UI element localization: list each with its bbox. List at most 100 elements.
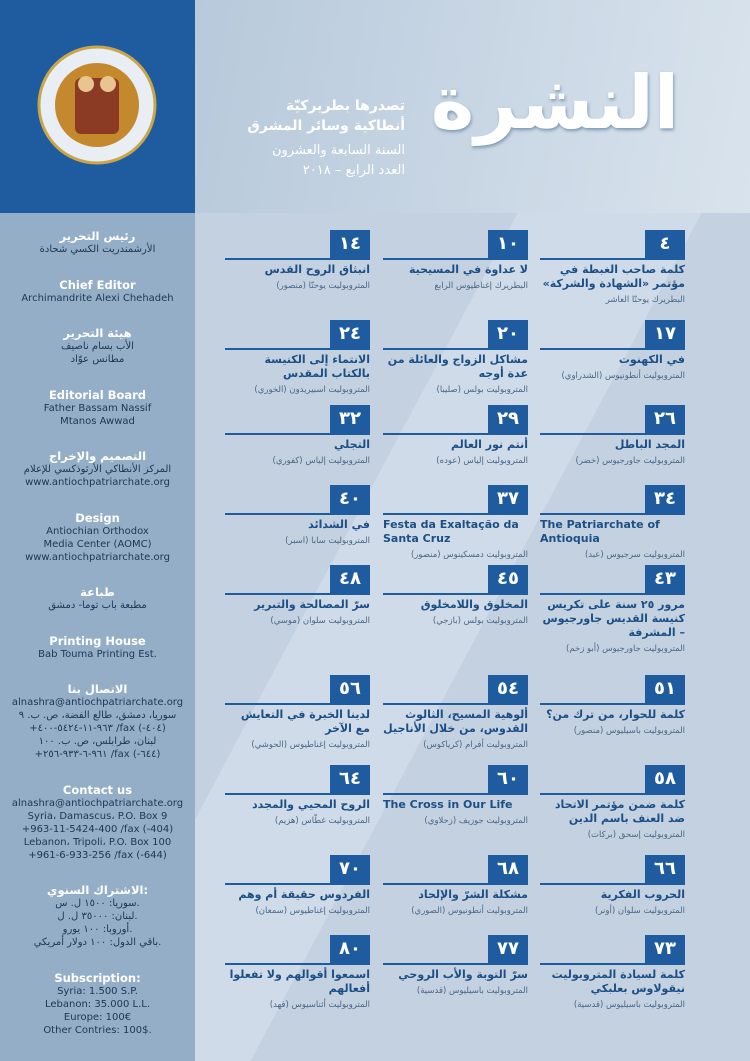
entry-title: مرور ٢٥ سنة على تكريس كنيسة القديس جاورج… (542, 598, 685, 639)
page-number: ٦٠ (488, 765, 528, 793)
credit-section: Contact us alnashra@antiochpatriarchate.o… (6, 783, 189, 862)
entry-rule (383, 513, 528, 515)
entry-title: المخلوق واللامخلوق (420, 598, 528, 611)
entry-rule (383, 433, 528, 435)
section-heading: Subscription: (54, 970, 141, 985)
entry-title: كلمة لسيادة المتروبوليت نيقولاوس بعلبكي (551, 968, 685, 995)
section-line: مطبعة باب توما- دمشق (48, 600, 147, 612)
page-number: ٥٨ (645, 765, 685, 793)
entry-rule (540, 513, 685, 515)
entry-author: المتروبوليت باسيليوس (قدسية) (416, 986, 528, 996)
entry-rule (225, 433, 370, 435)
page-number: ٤٣ (645, 565, 685, 593)
section-line: لبنان: ٣٥٠٠٠ ل. ل. (57, 911, 138, 923)
credit-section: Editorial Board Father Bassam Nassif Mtano… (6, 388, 189, 428)
section-line: Mtanos Awwad (60, 415, 135, 427)
credit-section: الاشتراك السنوي: سوريا: ١٥٠٠ ل. س. لبنان: … (6, 883, 189, 949)
entry-author: المتروبوليت إغناطيوس (سمعان) (255, 906, 370, 916)
entry-author: البطريرك يوحنّا العاشر (605, 295, 685, 305)
section-line: Media Center (AOMC) (43, 538, 152, 550)
section-heading: Design (75, 510, 120, 525)
page-number: ١٠ (488, 230, 528, 258)
section-line: +961-6-933-256 /fax (-644) (28, 849, 167, 861)
section-line: +٩٦٣-١١-٥٤٢٤-٤٠٠ /fax (-٤٠٤) (29, 723, 166, 735)
page-number: ١٤ (330, 230, 370, 258)
entry-author: المتروبوليت سلوان (موسي) (270, 616, 370, 626)
entry-title: أنتم نور العالم (450, 438, 528, 451)
entry-author: المتروبوليت إلياس (كفوري) (272, 456, 371, 466)
entry-rule (225, 963, 370, 965)
entry-title: كلمة صاحب الغبطة في مؤتمر «الشهادة والشر… (542, 263, 685, 290)
publisher: أنطاكية وسائر المشرق (247, 118, 405, 134)
entry-rule (383, 348, 528, 350)
entry-title: The Patriarchate of Antioquia (540, 518, 660, 545)
entry-rule (225, 593, 370, 595)
entry-author: المتروبوليت باسيليوس (قدسية) (573, 1000, 685, 1010)
entry-title: الروح المحيي والمجدد (251, 798, 370, 811)
page-number: ٥٦ (330, 675, 370, 703)
page-number: ٨٠ (330, 935, 370, 963)
entry-author: المتروبوليت بولس (صليبا) (436, 385, 528, 395)
page-number: ٢٤ (330, 320, 370, 348)
entry-title: سرّ التوبة والأب الروحي (398, 968, 528, 981)
entry-author: المتروبوليت بولس (بازجي) (432, 616, 528, 626)
entry-title: اسمعوا أقوالهم ولا تفعلوا أفعالهم (229, 968, 370, 995)
entry-rule (540, 963, 685, 965)
section-line: سوريا: ١٥٠٠ ل. س. (55, 898, 140, 910)
section-line: www.antiochpatriarchate.org (25, 551, 170, 563)
section-line: Archimandrite Alexi Chehadeh (21, 292, 174, 304)
masthead: النشرة تصدرها بطريركيّة أنطاكية وسائر ال… (195, 0, 750, 213)
entry-rule (383, 703, 528, 705)
page-number: ٤٠ (330, 485, 370, 513)
page-number: ٧٠ (330, 855, 370, 883)
publisher: تصدرها بطريركيّة (286, 98, 405, 114)
entry-author: المتروبوليت أثناسيوس (فهد) (269, 1000, 370, 1010)
page-number: ٣٧ (488, 485, 528, 513)
entry-author: المتروبوليت جاورجيوس (خضر) (575, 456, 685, 466)
entry-rule (383, 258, 528, 260)
page-number: ٢٩ (488, 405, 528, 433)
entry-author: المتروبوليت سابا (اسبر) (285, 536, 370, 546)
section-line: لبنان، طرابلس، ص. ب. ١٠٠ (38, 736, 157, 748)
entry-author: المتروبوليت يوحنّا (منصور) (276, 281, 370, 291)
page-number: ٤ (645, 230, 685, 258)
entry-title: كلمة ضمن مؤتمر الاتحاد ضد العنف باسم الد… (554, 798, 685, 825)
entry-rule (540, 348, 685, 350)
page-number: ٣٤ (645, 485, 685, 513)
credit-section: رئيس التحرير الأرشمندريت الكسي شحادة (6, 229, 189, 256)
entry-rule (383, 963, 528, 965)
section-line: alnashra@antiochpatriarchate.org (11, 697, 184, 709)
entry-author: المتروبوليت إلياس (عوده) (436, 456, 528, 466)
section-heading: الاشتراك السنوي: (46, 883, 149, 898)
logo (37, 45, 157, 165)
entry-title: الحروب الفكرية (600, 888, 685, 901)
section-line: Bab Touma Printing Est. (38, 648, 157, 660)
logo-panel (0, 0, 195, 213)
section-line: سوريا، دمشق، طالع الفضة، ص. ب. ٩ (18, 710, 177, 722)
entry-rule (540, 433, 685, 435)
page-number: ٣٢ (330, 405, 370, 433)
entry-author: المتروبوليت أنطونيوس (الصوري) (411, 906, 528, 916)
credit-section: Design Antiochian Orthodox Media Center (A… (6, 511, 189, 564)
page-number: ٦٨ (488, 855, 528, 883)
section-line: Syria، Damascus، P.O. Box 9 (27, 810, 168, 822)
entry-title: كلمة للحوار، من ترك من؟ (546, 708, 685, 721)
page-number: ٦٤ (330, 765, 370, 793)
section-line: Syria: 1.500 S.P. (57, 985, 138, 997)
credit-section: هيئة التحرير الأب بسام ناصيف مطانس عوّاد (6, 326, 189, 366)
credit-section: طباعة مطبعة باب توما- دمشق (6, 585, 189, 612)
section-heading: هيئة التحرير (63, 326, 132, 341)
section-heading: Printing House (49, 633, 146, 648)
entry-author: المتروبوليت أنطونيوس (الشدراوي) (561, 371, 685, 381)
entry-rule (540, 703, 685, 705)
page-number: ٢٦ (645, 405, 685, 433)
entry-title: لا عداوة في المسيحية (408, 263, 528, 276)
credit-section: Subscription: Syria: 1.500 S.P. Lebanon: 3… (6, 971, 189, 1037)
section-line: المركز الأنطاكي الأرثوذكسي للإعلام (23, 464, 172, 476)
page-number: ٤٥ (488, 565, 528, 593)
credit-section: التصميم والإخراج المركز الأنطاكي الأرثوذك… (6, 449, 189, 489)
entry-title: ألوهية المسيح، الثالوث القدوس، من خلال ا… (383, 708, 528, 735)
section-line: Other Contries: 100$. (43, 1024, 152, 1036)
entry-title: مشاكل الزواج والعائلة من عدة أوجه (387, 353, 528, 380)
